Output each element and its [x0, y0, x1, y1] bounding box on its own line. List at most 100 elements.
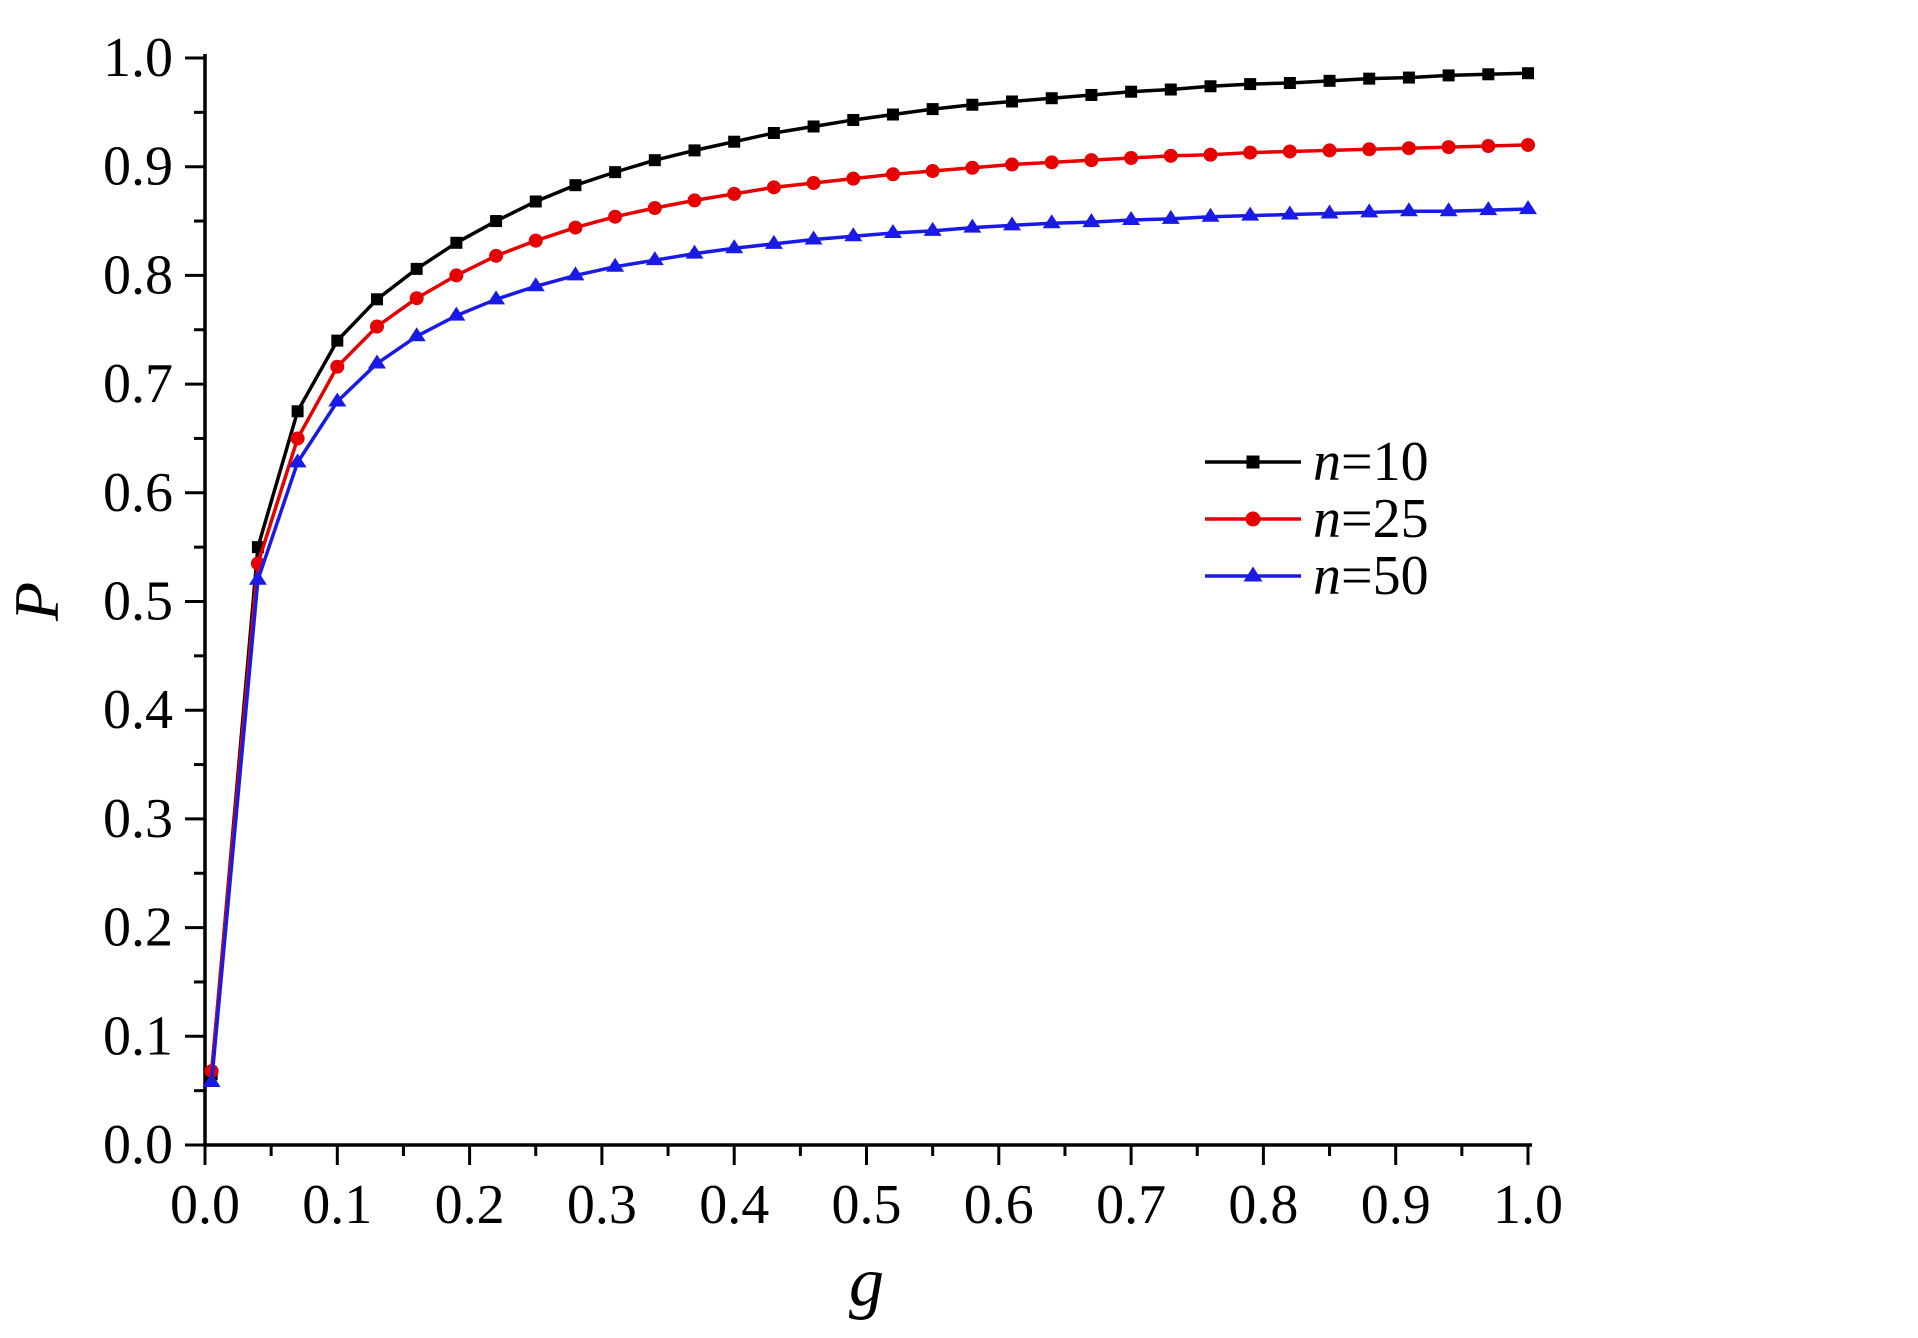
- triangle-marker: [1519, 200, 1537, 215]
- triangle-marker: [1439, 202, 1458, 217]
- circle-marker: [806, 176, 821, 191]
- x-axis-title: g: [849, 1244, 884, 1321]
- x-tick-label: 1.0: [1493, 1174, 1563, 1236]
- triangle-marker: [1082, 213, 1101, 228]
- triangle-marker: [1243, 566, 1263, 582]
- y-tick-label: 0.8: [103, 244, 173, 306]
- circle-marker: [1243, 145, 1258, 160]
- triangle-marker: [1479, 201, 1498, 216]
- x-tick-label: 0.1: [302, 1174, 372, 1236]
- square-marker: [1045, 92, 1058, 105]
- square-marker: [490, 215, 503, 228]
- square-marker: [847, 113, 860, 126]
- circle-marker: [1481, 139, 1496, 154]
- square-marker: [1283, 77, 1296, 90]
- square-marker: [648, 154, 661, 167]
- triangle-marker: [1360, 203, 1379, 218]
- x-tick-label: 0.8: [1228, 1174, 1298, 1236]
- circle-marker: [409, 291, 424, 306]
- circle-marker: [449, 268, 464, 283]
- triangle-marker: [447, 306, 466, 321]
- circle-marker: [965, 160, 980, 175]
- triangle-marker: [883, 224, 902, 239]
- circle-marker: [528, 233, 543, 248]
- triangle-marker: [1280, 205, 1299, 220]
- legend-label: n=10: [1313, 431, 1429, 493]
- square-marker: [1125, 85, 1138, 98]
- triangle-marker: [566, 266, 585, 281]
- y-tick-label: 0.6: [103, 462, 173, 524]
- square-marker: [767, 127, 780, 140]
- legend: n=10n=25n=50: [1205, 431, 1429, 607]
- circle-marker: [727, 186, 742, 201]
- square-marker: [728, 135, 741, 148]
- square-marker: [1522, 67, 1534, 80]
- triangle-marker: [407, 327, 426, 342]
- square-marker: [609, 166, 622, 179]
- square-marker: [1085, 88, 1098, 101]
- legend-label: n=50: [1313, 545, 1429, 607]
- circle-marker: [1124, 151, 1139, 166]
- circle-marker: [1245, 511, 1261, 527]
- legend-label: n=25: [1313, 488, 1429, 550]
- x-tick-label: 0.0: [170, 1174, 240, 1236]
- triangle-marker: [202, 1072, 221, 1087]
- square-marker: [1482, 68, 1495, 81]
- square-marker: [1246, 455, 1260, 469]
- y-tick-label: 0.5: [103, 571, 173, 633]
- x-tick-label: 0.2: [435, 1174, 505, 1236]
- circle-marker: [1441, 140, 1456, 155]
- square-marker: [966, 98, 979, 111]
- circle-marker: [1362, 142, 1377, 157]
- circle-marker: [846, 171, 861, 186]
- square-marker: [1323, 74, 1336, 87]
- y-tick-label: 0.4: [103, 679, 173, 741]
- triangle-marker: [526, 277, 545, 292]
- square-marker: [410, 262, 423, 275]
- square-marker: [688, 144, 701, 157]
- circle-marker: [885, 167, 900, 182]
- y-tick-label: 0.9: [103, 136, 173, 198]
- circle-marker: [1203, 147, 1218, 162]
- triangle-marker: [963, 218, 982, 233]
- series-line: [209, 143, 1529, 1072]
- x-tick-label: 0.3: [567, 1174, 637, 1236]
- triangle-marker: [1122, 210, 1141, 225]
- triangle-marker: [606, 257, 625, 272]
- triangle-marker: [1320, 204, 1339, 219]
- series-line: [209, 207, 1529, 1083]
- triangle-marker: [248, 570, 267, 585]
- square-marker: [886, 108, 899, 121]
- circle-marker: [1044, 155, 1059, 170]
- square-marker: [370, 293, 383, 306]
- circle-marker: [568, 220, 583, 235]
- triangle-marker: [1241, 206, 1260, 221]
- circle-marker: [647, 201, 662, 216]
- triangle-marker: [645, 251, 664, 266]
- x-axis-ticks: 0.0 0.1 0.2 0.3 0.4 0.5 0.6 0.7 0.8 0.9 1.0: [170, 1145, 1563, 1236]
- triangle-marker: [328, 392, 347, 407]
- circle-marker: [330, 359, 345, 374]
- square-marker: [1006, 95, 1019, 108]
- y-axis-ticks: 0.0 0.1 0.2 0.3 0.4 0.5 0.6 0.7 0.8 0.9 1.0: [103, 27, 205, 1176]
- circle-marker: [687, 193, 702, 208]
- circle-marker: [1163, 148, 1178, 163]
- legend-entry-n-50: n=50: [1205, 545, 1429, 607]
- y-tick-label: 1.0: [103, 27, 173, 89]
- circle-marker: [1005, 157, 1020, 172]
- series-n-10: [205, 67, 1534, 1081]
- circle-marker: [1282, 144, 1297, 159]
- legend-entry-n-10: n=10: [1205, 431, 1429, 493]
- triangle-marker: [1042, 214, 1061, 229]
- circle-marker: [1521, 137, 1535, 152]
- square-marker: [1402, 71, 1415, 84]
- triangle-marker: [288, 453, 307, 468]
- y-tick-label: 0.2: [103, 897, 173, 959]
- circle-marker: [290, 431, 305, 446]
- circle-marker: [489, 248, 504, 263]
- triangle-marker: [367, 354, 386, 369]
- square-marker: [450, 236, 463, 249]
- triangle-marker: [1161, 209, 1180, 224]
- x-tick-label: 0.7: [1096, 1174, 1166, 1236]
- circle-marker: [766, 180, 781, 195]
